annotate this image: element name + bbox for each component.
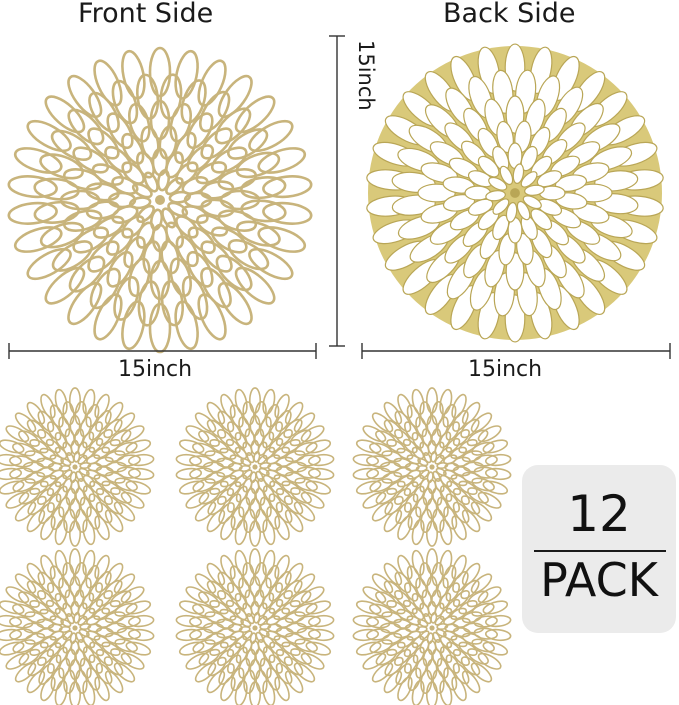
small-placemat-3 — [352, 387, 512, 547]
height-dimension-label: 15inch — [354, 40, 378, 111]
pack-label: PACK — [540, 553, 658, 607]
front-placemat-image — [7, 46, 313, 354]
height-dimension-line — [329, 35, 345, 347]
small-placemat-6 — [352, 548, 512, 705]
small-placemat-1 — [0, 387, 155, 547]
small-placemat-4 — [0, 548, 155, 705]
pack-count-badge: 12 PACK — [522, 465, 676, 633]
back-width-dimension-line — [361, 343, 671, 359]
front-width-dimension-label: 15inch — [118, 357, 193, 382]
pack-count: 12 — [567, 485, 631, 543]
back-placemat-image — [366, 43, 664, 343]
pack-divider — [534, 550, 666, 552]
small-placemat-5 — [175, 548, 335, 705]
small-placemat-2 — [175, 387, 335, 547]
back-width-dimension-label: 15inch — [468, 357, 543, 382]
front-side-title: Front Side — [78, 0, 214, 29]
back-side-title: Back Side — [443, 0, 576, 29]
front-width-dimension-line — [8, 343, 317, 359]
